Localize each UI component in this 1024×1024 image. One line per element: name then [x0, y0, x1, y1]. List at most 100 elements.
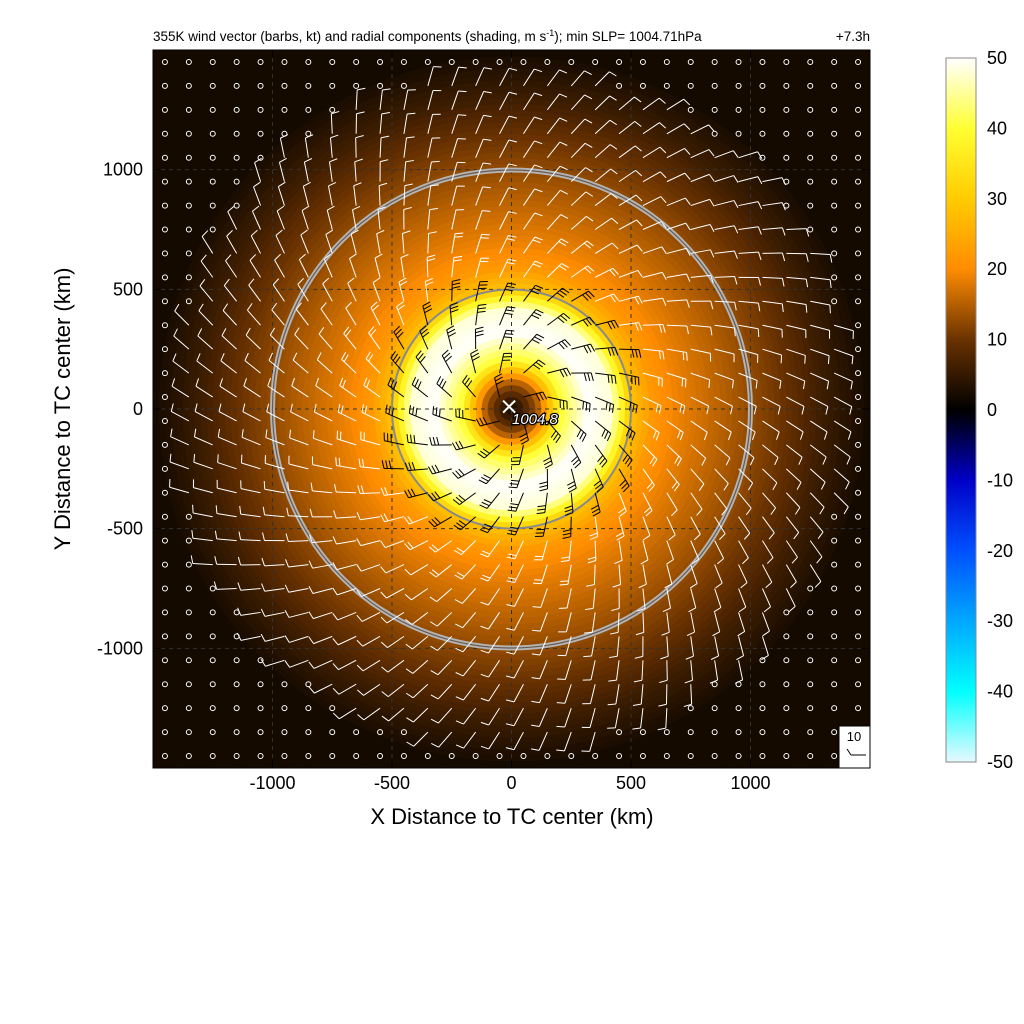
wind-barb: [594, 95, 617, 111]
wind-barb: [404, 540, 429, 551]
y-tick-label: 1000: [103, 160, 143, 180]
wind-barb: [738, 324, 760, 338]
wind-barb: [379, 112, 390, 134]
wind-barb: [406, 731, 429, 747]
wind-barb: [523, 333, 545, 350]
wind-barb: [809, 420, 828, 440]
wind-barb: [546, 189, 568, 206]
center-pressure-label: 1004.8: [512, 411, 559, 428]
wind-barb: [462, 374, 477, 398]
wind-barb: [428, 464, 452, 475]
wind-barb: [690, 124, 715, 135]
wind-barb: [305, 705, 312, 712]
wind-barb: [506, 564, 524, 584]
wind-barb: [480, 540, 500, 558]
wind-barb: [785, 540, 798, 564]
wind-barb: [666, 273, 691, 282]
wind-barb: [618, 420, 636, 441]
wind-barb: [405, 683, 429, 699]
wind-barb: [308, 560, 333, 569]
wind-barb: [289, 429, 309, 446]
wind-barb: [455, 683, 477, 701]
wind-barb: [786, 276, 809, 288]
wind-barb: [305, 106, 312, 113]
wind-barb: [618, 295, 643, 305]
wind-barb: [686, 612, 696, 637]
wind-barb: [161, 106, 168, 113]
wind-barb: [595, 319, 619, 330]
wind-barb: [332, 707, 357, 720]
wind-barb: [807, 154, 814, 161]
wind-barb: [400, 253, 409, 278]
wind-barb: [170, 403, 190, 422]
wind-barb: [400, 82, 407, 89]
wind-barb: [216, 479, 237, 494]
wind-barb: [193, 428, 213, 446]
wind-barb: [807, 633, 814, 640]
wind-barb: [333, 510, 357, 519]
wind-barb: [209, 753, 216, 760]
x-tick-label: 1000: [730, 773, 770, 793]
wind-barb: [233, 729, 240, 736]
wind-barb: [547, 312, 571, 326]
wind-barb: [370, 301, 381, 326]
wind-barb: [642, 324, 666, 333]
wind-barb: [305, 753, 312, 760]
wind-barb: [666, 372, 687, 388]
wind-barb: [287, 481, 309, 494]
wind-barb: [855, 274, 862, 281]
wind-barb: [642, 196, 667, 207]
wind-barb: [276, 205, 285, 230]
x-tick-label: -500: [374, 773, 410, 793]
wind-barb: [297, 278, 309, 302]
wind-barb: [546, 238, 569, 254]
wind-barb: [714, 468, 729, 491]
wind-barb: [185, 633, 192, 640]
wind-barb: [494, 373, 504, 398]
wind-barb: [584, 612, 596, 634]
forecast-time-label: +7.3h: [836, 29, 870, 44]
wind-barb: [209, 633, 216, 640]
colorbar-tick-label: 10: [987, 330, 1007, 350]
wind-barb: [499, 258, 517, 278]
wind-barb: [451, 185, 465, 206]
wind-barb: [570, 444, 582, 469]
wind-barb: [262, 506, 285, 518]
wind-barb: [594, 293, 619, 303]
wind-barb: [251, 205, 262, 230]
wind-barb: [506, 540, 524, 560]
wind-barb: [546, 214, 569, 230]
wind-barb: [711, 753, 718, 760]
wind-barb: [432, 406, 452, 422]
wind-barb: [738, 564, 748, 589]
wind-barb: [361, 404, 381, 422]
x-tick-label: 0: [506, 773, 516, 793]
wind-barb: [855, 489, 862, 496]
wind-barb: [690, 444, 707, 466]
wind-barb: [480, 707, 500, 726]
wind-barb: [377, 753, 384, 760]
wind-barb: [534, 516, 548, 538]
wind-barb: [451, 138, 466, 158]
wind-barb: [618, 244, 643, 254]
wind-barb: [738, 588, 747, 613]
wind-barb: [570, 420, 587, 442]
wind-barb: [272, 278, 285, 302]
wind-barb: [356, 659, 381, 672]
wind-barb: [218, 403, 237, 422]
wind-barb: [193, 454, 213, 470]
wind-barb: [215, 505, 237, 518]
wind-barb: [855, 394, 862, 401]
wind-barb: [404, 462, 428, 472]
wind-barb: [807, 106, 814, 113]
wind-barb: [714, 564, 723, 589]
wind-barb: [762, 324, 783, 338]
wind-barb: [262, 532, 285, 542]
wind-barb: [161, 370, 168, 377]
wind-barb: [284, 659, 309, 668]
wind-barb: [559, 564, 572, 586]
wind-barb: [666, 396, 686, 414]
wind-barb: [609, 612, 620, 635]
wind-barb: [831, 657, 838, 664]
wind-barb: [381, 683, 405, 697]
